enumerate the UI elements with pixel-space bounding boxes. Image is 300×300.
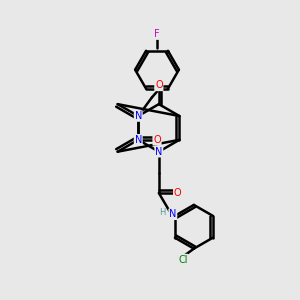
Text: O: O [153, 135, 161, 145]
Text: N: N [135, 135, 142, 145]
Text: N: N [169, 209, 176, 219]
Text: H: H [159, 208, 165, 217]
Text: N: N [155, 147, 163, 157]
Text: O: O [155, 80, 163, 90]
Text: F: F [154, 29, 160, 39]
Text: Cl: Cl [178, 255, 188, 265]
Text: O: O [174, 188, 182, 198]
Text: N: N [135, 111, 142, 121]
